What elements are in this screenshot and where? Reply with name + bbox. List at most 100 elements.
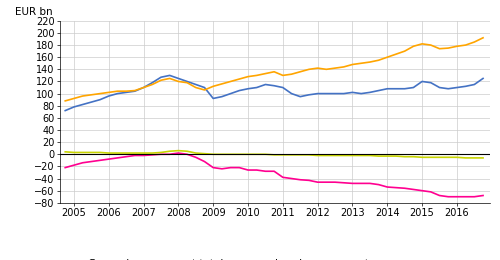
General government total [445, 87, 451, 90]
Central government [436, 194, 442, 197]
Social security funds [132, 89, 138, 92]
Social security funds [236, 77, 242, 81]
General government total [97, 98, 103, 101]
Local government [324, 154, 330, 157]
Central government [132, 154, 138, 157]
Social security funds [462, 43, 468, 47]
General government total [106, 94, 112, 98]
General government total [324, 92, 330, 95]
Local government [350, 154, 356, 157]
Local government [462, 156, 468, 159]
Local government [123, 152, 129, 155]
General government total [262, 83, 268, 86]
Social security funds [402, 50, 407, 53]
Central government [376, 183, 382, 186]
General government total [88, 101, 94, 104]
Central government [480, 194, 486, 197]
Central government [445, 195, 451, 198]
Central government [114, 156, 120, 159]
Central government [402, 187, 407, 190]
Local government [158, 151, 164, 154]
Central government [262, 170, 268, 173]
Central government [184, 153, 190, 156]
Local government [114, 152, 120, 155]
Central government [454, 195, 460, 198]
General government total [288, 92, 294, 95]
General government total [123, 91, 129, 94]
Social security funds [436, 47, 442, 50]
General government total [132, 90, 138, 93]
Local government [472, 156, 478, 159]
Social security funds [158, 79, 164, 82]
General government total [202, 86, 207, 89]
General government total [410, 86, 416, 89]
Local government [245, 153, 251, 156]
General government total [62, 109, 68, 112]
General government total [280, 86, 286, 89]
General government total [245, 87, 251, 90]
Local government [314, 154, 320, 157]
Social security funds [280, 74, 286, 77]
Local government [176, 149, 182, 152]
Social security funds [419, 42, 425, 46]
Local government [150, 152, 156, 155]
Local government [480, 156, 486, 159]
Local government [219, 153, 225, 156]
Central government [210, 166, 216, 169]
Local government [254, 153, 260, 156]
Central government [88, 160, 94, 163]
General government total [341, 92, 347, 95]
Local government [202, 152, 207, 155]
General government total [176, 77, 182, 80]
Local government [132, 152, 138, 155]
Local government [166, 150, 172, 153]
Central government [271, 170, 277, 173]
Central government [123, 155, 129, 158]
Central government [288, 177, 294, 180]
Central government [410, 188, 416, 191]
General government total [228, 92, 234, 95]
Central government [341, 181, 347, 184]
Line: General government total: General government total [65, 75, 483, 110]
Local government [106, 152, 112, 155]
Text: EUR bn: EUR bn [15, 7, 52, 17]
Central government [176, 152, 182, 155]
Line: Local government: Local government [65, 151, 483, 158]
Social security funds [262, 72, 268, 75]
Local government [88, 151, 94, 154]
Social security funds [202, 88, 207, 92]
Central government [419, 189, 425, 192]
Local government [210, 153, 216, 156]
Central government [367, 182, 373, 185]
Social security funds [428, 43, 434, 47]
Local government [297, 153, 303, 157]
Local government [419, 156, 425, 159]
General government total [454, 86, 460, 89]
General government total [210, 97, 216, 100]
Social security funds [271, 70, 277, 73]
Local government [384, 154, 390, 158]
Social security funds [88, 93, 94, 96]
Local government [280, 153, 286, 157]
Local government [71, 151, 77, 154]
Central government [150, 153, 156, 157]
General government total [80, 103, 86, 106]
Central government [314, 181, 320, 184]
General government total [384, 87, 390, 90]
Social security funds [480, 36, 486, 39]
Local government [358, 154, 364, 157]
General government total [393, 87, 399, 90]
Social security funds [219, 82, 225, 86]
Social security funds [350, 63, 356, 66]
Central government [202, 160, 207, 163]
Local government [140, 152, 146, 155]
General government total [462, 85, 468, 88]
Central government [97, 159, 103, 162]
General government total [71, 105, 77, 108]
Local government [341, 154, 347, 157]
General government total [297, 95, 303, 98]
Central government [332, 181, 338, 184]
Line: Social security funds: Social security funds [65, 38, 483, 101]
General government total [367, 91, 373, 94]
General government total [480, 77, 486, 80]
